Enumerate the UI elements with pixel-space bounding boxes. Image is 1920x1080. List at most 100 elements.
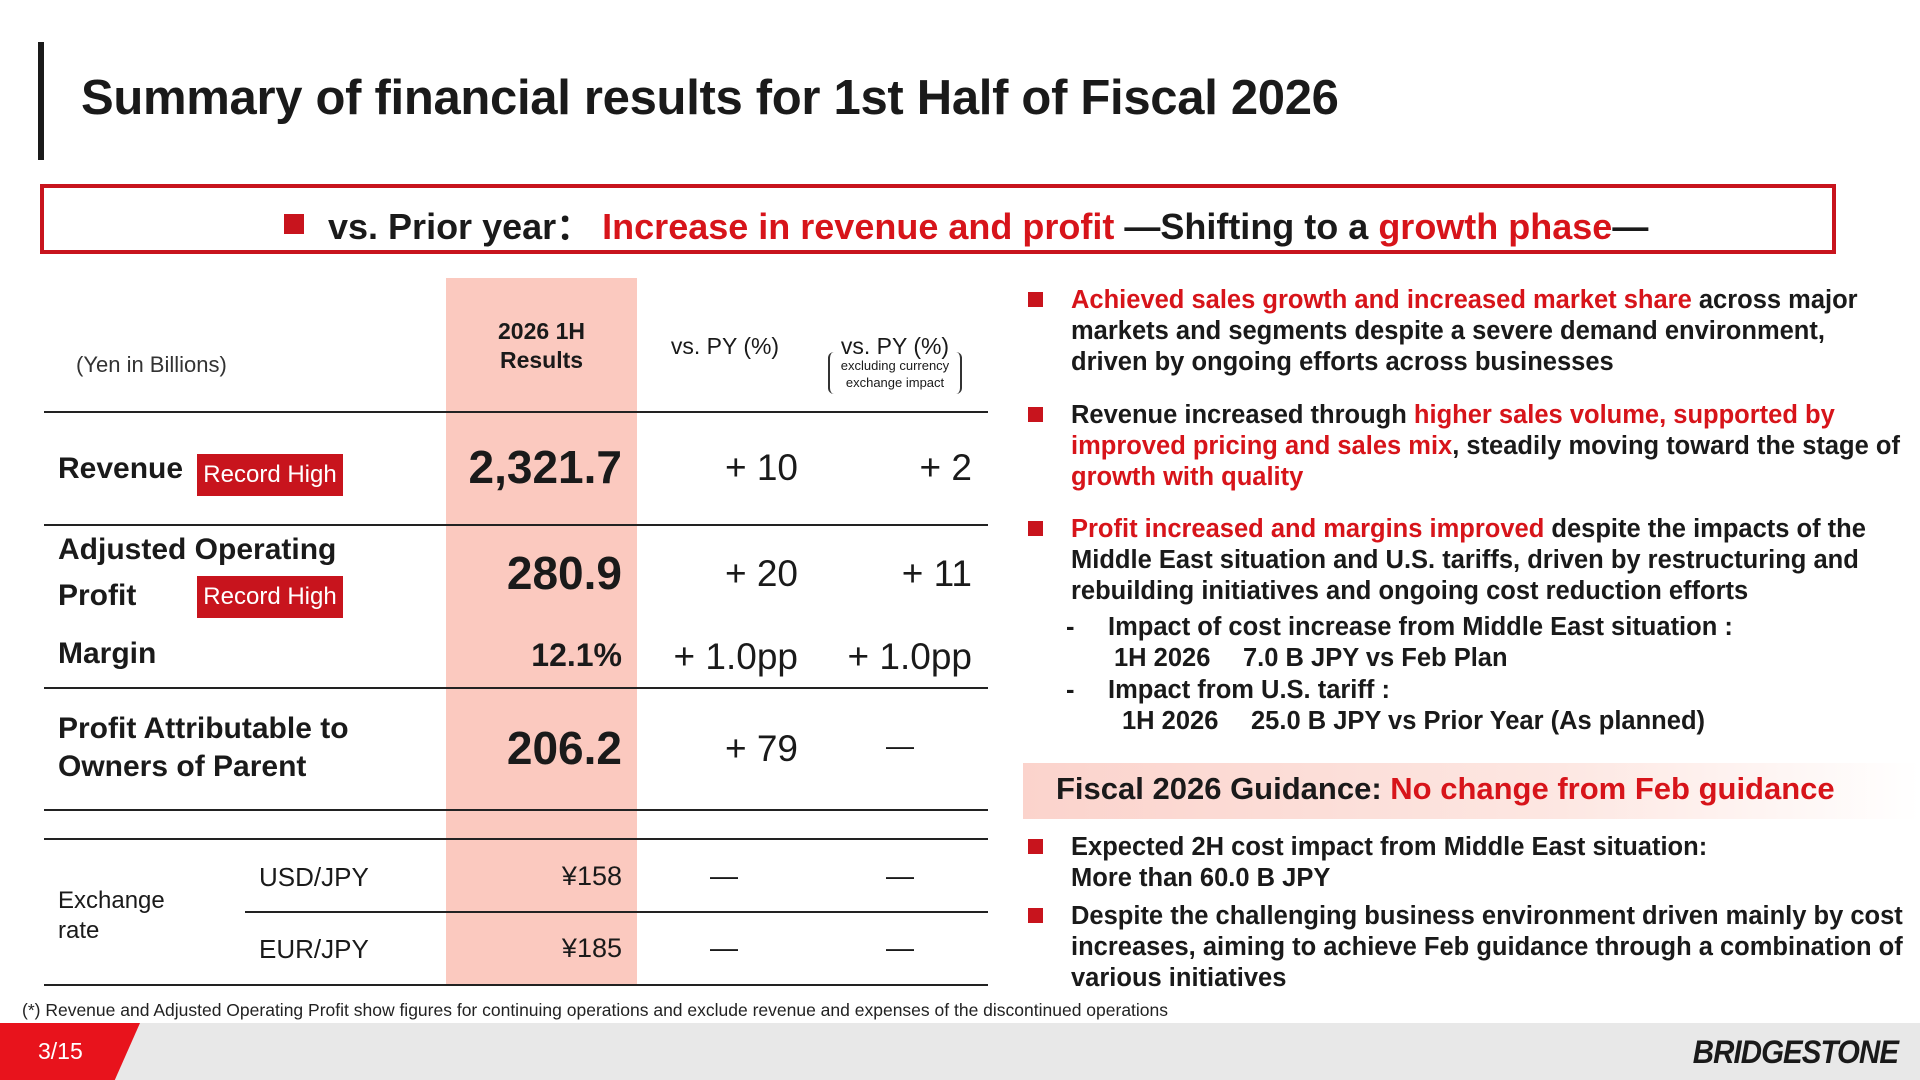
table-divider (44, 411, 988, 413)
bullet-market-share-rest: across major (1691, 286, 1858, 314)
aop-vs-py-ex: + 11 (901, 553, 972, 594)
square-bullet-icon (1028, 407, 1043, 422)
table-divider (245, 911, 988, 913)
row-label-revenue: Revenue (58, 452, 184, 485)
summary-banner: vs. Prior year： Increase in revenue and … (40, 184, 1836, 254)
table-divider (44, 984, 988, 986)
sub-bullet-middle-east-line2: 1H 2026 7.0 B JPY vs Feb Plan (1114, 644, 1508, 672)
sub-bullet-middle-east-line1: Impact of cost increase from Middle East… (1108, 613, 1733, 641)
bullet-market-share-line2: markets and segments despite a severe de… (1071, 317, 1825, 345)
eur-jpy-vs-py: — (710, 932, 738, 963)
usd-jpy-label: USD/JPY (259, 862, 369, 892)
col-header-vspy-ex: vs. PY (%) (840, 333, 950, 359)
row-label-aop-line1: Adjusted Operating (58, 533, 337, 566)
exchange-rate-label-line2: rate (58, 917, 100, 944)
col-header-note-line2: exchange impact (845, 375, 945, 390)
row-label-profit-parent-line1: Profit Attributable to (58, 712, 349, 745)
col-header-results-line2: Results (499, 347, 584, 373)
guidance-bullet-initiatives-line3: various initiatives (1071, 964, 1287, 992)
bullet-market-share: Achieved sales growth and increased mark… (1071, 285, 1858, 378)
profit-parent-value: 206.2 (506, 722, 622, 774)
results-column-highlight (446, 278, 637, 984)
page-title: Summary of financial results for 1st Hal… (81, 71, 1339, 125)
margin-vs-py: + 1.0pp (673, 636, 798, 677)
margin-value: 12.1% (531, 637, 622, 673)
record-high-badge: Record High (197, 576, 343, 618)
row-label-profit-parent-line2: Owners of Parent (58, 750, 307, 783)
usd-jpy-vs-py-ex: — (886, 860, 914, 891)
guidance-header-bar (1023, 763, 1920, 819)
bullet-market-share-line3: driven by ongoing efforts across busines… (1071, 348, 1614, 376)
page-number-tab (0, 1023, 140, 1080)
col-header-note-line1: excluding currency (840, 358, 950, 373)
banner-prefix: vs. Prior year： (328, 206, 593, 247)
revenue-value: 2,321.7 (468, 441, 622, 493)
sub-bullet-tariff-line2: 1H 2026 25.0 B JPY vs Prior Year (As pla… (1122, 707, 1706, 735)
bullet-revenue: Revenue increased through higher sales v… (1071, 400, 1900, 493)
guidance-bullet-cost-line1: Expected 2H cost impact from Middle East… (1071, 833, 1708, 861)
eur-jpy-vs-py-ex: — (886, 932, 914, 963)
guidance-bullet-cost: Expected 2H cost impact from Middle East… (1071, 832, 1707, 894)
eur-jpy-label: EUR/JPY (259, 934, 369, 964)
row-label-margin: Margin (58, 637, 157, 670)
sub-bullet-tariff-line1: Impact from U.S. tariff : (1108, 676, 1390, 704)
bullet-revenue-rest: , steadily moving toward the stage of (1452, 432, 1900, 460)
bullet-market-share-red: Achieved sales growth and increased mark… (1071, 286, 1692, 314)
col-header-results: 2026 1H Results (446, 317, 637, 375)
guidance-bullet-initiatives: Despite the challenging business environ… (1071, 901, 1903, 994)
square-bullet-icon (1028, 292, 1043, 307)
exchange-rate-label: Exchange rate (58, 886, 165, 946)
banner-suffix: — (1612, 206, 1649, 247)
margin-vs-py-ex: + 1.0pp (847, 636, 972, 677)
col-header-vspy: vs. PY (%) (670, 333, 780, 359)
footnote: (*) Revenue and Adjusted Operating Profi… (22, 1000, 1169, 1020)
usd-jpy-value: ¥158 (561, 861, 622, 891)
table-divider (44, 809, 988, 811)
banner-text: vs. Prior year： Increase in revenue and … (284, 198, 1648, 250)
guidance-bullet-cost-line2: More than 60.0 B JPY (1071, 864, 1331, 892)
record-high-badge: Record High (197, 454, 343, 496)
square-bullet-icon (1028, 839, 1043, 854)
bridgestone-logo: BRIDGESTONE (1692, 1034, 1899, 1070)
banner-highlight-growth: growth phase (1378, 206, 1613, 247)
bullet-profit-rest: despite the impacts of the (1544, 515, 1866, 543)
guidance-bullet-initiatives-line1: Despite the challenging business environ… (1071, 902, 1903, 930)
footer-bar (0, 1023, 1920, 1080)
square-bullet-icon (284, 214, 304, 234)
banner-middle: —Shifting to a (1114, 206, 1379, 247)
row-label-aop-line2: Profit (58, 579, 137, 612)
bullet-revenue-red3: growth with quality (1071, 463, 1304, 491)
guidance-header: Fiscal 2026 Guidance: No change from Feb… (1056, 771, 1835, 807)
guidance-prefix: Fiscal 2026 Guidance: (1056, 771, 1391, 806)
table-divider (44, 687, 988, 689)
revenue-vs-py: + 10 (724, 447, 798, 488)
guidance-bullet-initiatives-line2: increases, aiming to achieve Feb guidanc… (1071, 933, 1903, 961)
bullet-revenue-red1: higher sales volume, supported by (1413, 401, 1835, 429)
bullet-profit-line2: Middle East situation and U.S. tariffs, … (1071, 546, 1859, 574)
sub-bullet-dash: - (1066, 613, 1075, 641)
square-bullet-icon (1028, 908, 1043, 923)
col-header-results-line1: 2026 1H (498, 318, 585, 344)
revenue-vs-py-ex: + 2 (919, 447, 972, 488)
bullet-revenue-red2: improved pricing and sales mix (1071, 432, 1453, 460)
aop-vs-py: + 20 (724, 553, 798, 594)
sub-bullet-dash: - (1066, 676, 1075, 704)
col-header-vspy-ex-note: excluding currency exchange impact (828, 357, 962, 391)
banner-highlight-revenue-profit: Increase in revenue and profit (602, 206, 1115, 247)
bullet-profit-line3: rebuilding initiatives and ongoing cost … (1071, 577, 1749, 605)
exchange-rate-label-line1: Exchange (58, 887, 165, 914)
bullet-revenue-start: Revenue increased through (1071, 401, 1414, 429)
guidance-red: No change from Feb guidance (1390, 771, 1835, 806)
usd-jpy-vs-py: — (710, 860, 738, 891)
unit-label: (Yen in Billions) (76, 352, 227, 377)
page-number: 3/15 (38, 1038, 83, 1064)
bullet-profit-red: Profit increased and margins improved (1071, 515, 1545, 543)
aop-value: 280.9 (506, 547, 622, 599)
title-accent-bar (38, 42, 44, 160)
bracket-decoration (828, 352, 962, 394)
square-bullet-icon (1028, 521, 1043, 536)
profit-parent-vs-py: + 79 (724, 728, 798, 769)
eur-jpy-value: ¥185 (561, 933, 622, 963)
bullet-profit: Profit increased and margins improved de… (1071, 514, 1866, 607)
table-divider (44, 524, 988, 526)
